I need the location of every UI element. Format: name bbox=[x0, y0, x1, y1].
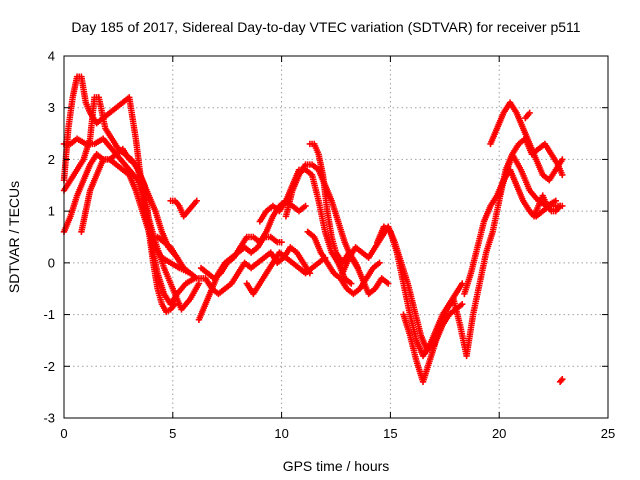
data-point bbox=[559, 376, 566, 383]
x-tick-label: 5 bbox=[169, 426, 176, 441]
marks-layer bbox=[60, 73, 566, 385]
data-point bbox=[385, 280, 392, 287]
series-arc-o bbox=[304, 228, 383, 298]
data-point bbox=[526, 109, 533, 117]
series-arc-s bbox=[430, 151, 559, 360]
x-tick-label: 0 bbox=[60, 426, 67, 441]
series-arc-x bbox=[522, 109, 533, 122]
series-arc-w bbox=[526, 192, 564, 220]
series-arc-p bbox=[339, 223, 444, 354]
x-tick-label: 15 bbox=[383, 426, 397, 441]
y-tick-label: -1 bbox=[43, 307, 55, 322]
x-tick-label: 10 bbox=[274, 426, 288, 441]
series-arc-v bbox=[496, 135, 566, 199]
data-point bbox=[459, 301, 466, 308]
data-point bbox=[348, 280, 355, 287]
series-arc-t bbox=[461, 166, 566, 298]
series-arc-l bbox=[256, 166, 355, 287]
data-point bbox=[278, 238, 285, 246]
data-point bbox=[558, 377, 565, 384]
grid-layer bbox=[64, 56, 608, 418]
series-arc-q bbox=[374, 223, 466, 360]
series-arc-g bbox=[167, 197, 200, 220]
data-point bbox=[376, 259, 383, 267]
chart-title: Day 185 of 2017, Sidereal Day-to-day VTE… bbox=[71, 19, 580, 35]
data-point bbox=[559, 171, 566, 179]
series-arc-k bbox=[243, 249, 329, 298]
data-point bbox=[559, 156, 566, 163]
data-point bbox=[556, 202, 564, 210]
y-axis-label: SDTVAR / TECUs bbox=[6, 181, 22, 293]
x-axis-label: GPS time / hours bbox=[283, 458, 390, 474]
series-arc-e bbox=[78, 156, 194, 277]
y-tick-label: 4 bbox=[48, 49, 55, 64]
y-tick-label: -2 bbox=[43, 359, 55, 374]
data-point bbox=[193, 197, 200, 204]
x-tick-label: 25 bbox=[601, 426, 615, 441]
plot-frame bbox=[63, 55, 609, 419]
x-tick-label: 20 bbox=[492, 426, 506, 441]
tick-layer: 0 5 10 15 20 25 -3 -2 -1 0 1 2 3 4 bbox=[43, 49, 615, 442]
y-tick-label: 0 bbox=[48, 255, 55, 270]
series-arc-i bbox=[197, 197, 309, 282]
y-tick-label: -3 bbox=[43, 411, 55, 426]
data-point bbox=[302, 202, 309, 210]
y-tick-label: 3 bbox=[48, 100, 55, 115]
y-tick-label: 1 bbox=[48, 204, 55, 219]
y-tick-label: 2 bbox=[48, 152, 55, 167]
series-arc-y bbox=[556, 376, 566, 385]
data-point bbox=[459, 280, 466, 287]
